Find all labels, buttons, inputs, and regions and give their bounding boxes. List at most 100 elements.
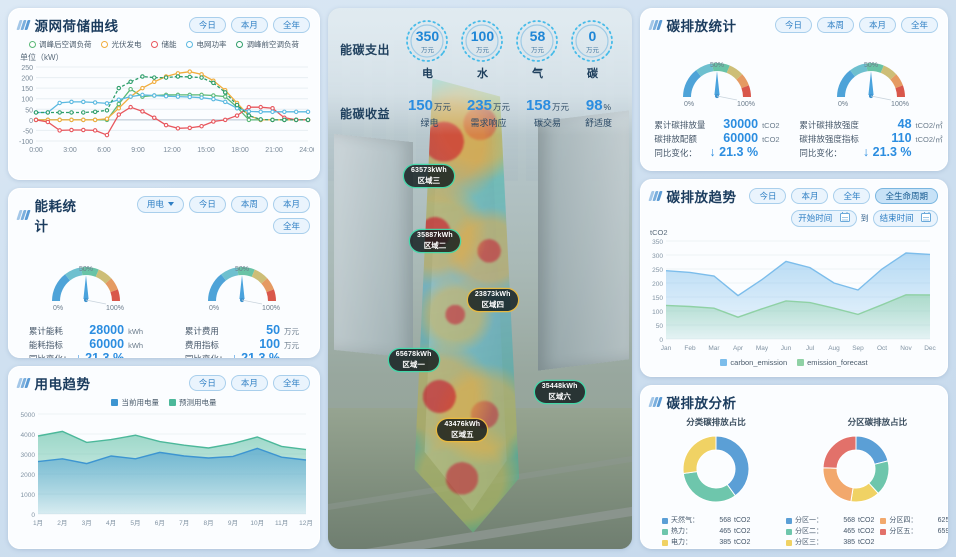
gauge-carbon-intensity: 50% 0% 100% 累计碳排放强度 48 tCO2/㎡ 碳排放强度指标 110 … [794,49,948,159]
legend-value: 568 [719,517,731,524]
svg-text:3月: 3月 [82,519,92,527]
filter-year[interactable]: 全年 [272,374,310,392]
zone-pin[interactable]: 63573kWh 区域三 [403,164,454,187]
legend-unit: tCO2 [734,527,751,535]
filter-today[interactable]: 今日 [188,16,226,34]
filter-month[interactable]: 本月 [272,195,310,213]
accent-bars-icon [16,20,31,30]
y-axis-unit: tCO2 [650,227,668,237]
gauge-row: 50% 0% 100% 累计碳排放量 30000 tCO2 碳排放配额 60000 … [640,49,948,159]
gauge-values: 累计碳排放量 30000 tCO2 碳排放配额 60000 tCO2 同比变化：… [654,117,780,159]
end-time-input[interactable]: 结束时间 [872,210,938,227]
income-item[interactable]: 98% 舒适度 [585,97,612,129]
expense-item[interactable]: 58 万元 气 [514,18,560,81]
kpi-unit: 万元 [530,46,544,54]
kpi-ring: 0 万元 [569,18,615,64]
svg-text:2月: 2月 [57,519,67,527]
svg-text:200: 200 [652,281,663,288]
kpi-unit: 万元 [475,46,489,54]
svg-text:200: 200 [21,76,33,83]
time-filter-group: 今日 本周 本月 全年 [774,16,938,34]
svg-text:0: 0 [29,118,33,125]
panel-header: 源网荷储曲线 今日 本月 全年 [8,8,320,37]
income-item[interactable]: 158万元 碳交易 [526,97,569,129]
filter-year[interactable]: 全年 [900,16,938,34]
expense-item[interactable]: 100 万元 水 [459,18,505,81]
filter-week[interactable]: 本周 [816,16,854,34]
svg-text:0%: 0% [684,101,694,108]
filter-today[interactable]: 今日 [188,374,226,392]
legend-unit: tCO2 [858,517,875,524]
filter-month[interactable]: 本月 [230,16,268,34]
filter-month[interactable]: 本月 [791,187,829,205]
donut-category: 分类碳排放占比 天然气： 568 tCO2 热力： 465 tCO2 电力： 385 tCO2 [646,416,786,549]
income-label: 能碳收益 [339,106,390,121]
kpi-unit: 万元 [552,102,570,112]
legend-item: 电力： 385 tCO2 [662,538,786,549]
accent-bars-icon [648,191,663,201]
zone-value: 43476kWh [444,421,481,429]
carbon-trend-chart: 0 50 100 150 200 250 300 350 Jan Feb Mar Apr May Jun J… [652,239,936,352]
legend-label: 分区五： [889,527,918,535]
filter-today[interactable]: 今日 [749,187,787,205]
zone-pin[interactable]: 65678kWh 区域一 [388,348,439,371]
start-time-input[interactable]: 开始时间 [791,210,857,227]
filter-today[interactable]: 今日 [188,195,226,213]
svg-text:Nov: Nov [900,345,912,352]
income-item[interactable]: 235万元 需求响应 [467,97,510,129]
zone-name: 区域四 [481,300,504,310]
gauge-values: 累计碳排放强度 48 tCO2/㎡ 碳排放强度指标 110 tCO2/㎡ 同比变… [799,117,943,159]
zone-pin[interactable]: 43476kWh 区域五 [437,419,488,442]
svg-text:0%: 0% [53,305,63,312]
filter-month[interactable]: 本月 [230,374,268,392]
filter-lifecycle[interactable]: 全生命周期 [875,187,938,205]
panel-carbon-analysis: 碳排放分析 分类碳排放占比 天然气： 568 tCO2 热力： 465 tCO2 电力： 38… [640,385,948,549]
income-item[interactable]: 150万元 绿电 [408,97,451,129]
filter-month[interactable]: 本月 [858,16,896,34]
svg-text:Sep: Sep [852,345,864,352]
expense-item[interactable]: 0 万元 碳 [569,18,615,81]
zone-pin[interactable]: 23873kWh 区域四 [467,289,518,312]
legend-label: 天然气： [671,517,699,524]
legend-swatch [786,540,792,547]
svg-text:250: 250 [21,65,33,72]
svg-text:Aug: Aug [828,345,840,352]
calendar-icon[interactable] [921,211,931,222]
legend-value: 625 [937,517,948,524]
svg-text:6月: 6月 [155,519,165,527]
svg-text:1000: 1000 [21,492,36,499]
legend-swatch [662,529,668,536]
filter-year[interactable]: 全年 [272,16,310,34]
zone-pin[interactable]: 35887kWh 区域二 [410,229,460,252]
legend-label: 分区四： [889,517,918,524]
zone-name: 区域二 [423,240,447,250]
gauge-energy-cost: 50% 0% 100% 累计费用 50 万元 费用指标 100 万元 同比变化： ↓… [164,253,320,358]
svg-text:50: 50 [25,107,33,114]
svg-text:100%: 100% [737,101,755,108]
accent-bars-icon [16,210,31,220]
zone-value: 35448kWh [541,383,578,391]
calendar-icon[interactable] [839,211,850,222]
page-title: 源网荷储曲线 [34,19,119,34]
filter-today[interactable]: 今日 [774,16,812,34]
filter-year[interactable]: 全年 [272,217,310,235]
left-column: 源网荷储曲线 今日 本月 全年 调峰后空调负荷 光伏发电 储能 电网功率 调峰前… [8,8,320,549]
legend-item: 热力： 465 tCO2 [662,527,786,538]
donut-zone: 分区碳排放占比 分区一： 568 tCO2 分区二： 465 tCO2 分区三： 385 tCO… [786,416,948,549]
legend-item: emission_forecast [797,358,868,367]
expense-item[interactable]: 350 万元 电 [404,18,450,81]
kpi-caption: 碳交易 [533,118,561,128]
neighbor-building-left [334,133,414,359]
zone-pin[interactable]: 35448kWh 区域六 [534,381,585,404]
filter-year[interactable]: 全年 [833,187,871,205]
gauge-icon: 50% 0% 100% [51,266,124,312]
filter-week[interactable]: 本周 [230,195,268,213]
right-column: 碳排放统计 今日 本周 本月 全年 50% 0% 100% 累计碳排放量 30000… [640,8,948,549]
time-filter-group: 今日 本月 全年 [188,16,310,34]
kpi-unit: 万元 [492,102,510,112]
energy-type-select[interactable]: 用电 [136,195,184,213]
building-3d-view[interactable]: 63573kWh 区域三 35887kWh 区域二 23873kWh 区域四 6567… [327,8,632,549]
zone-donut-chart [822,435,890,503]
svg-text:0%: 0% [209,305,219,312]
legend-item: 光伏发电 [101,39,141,50]
